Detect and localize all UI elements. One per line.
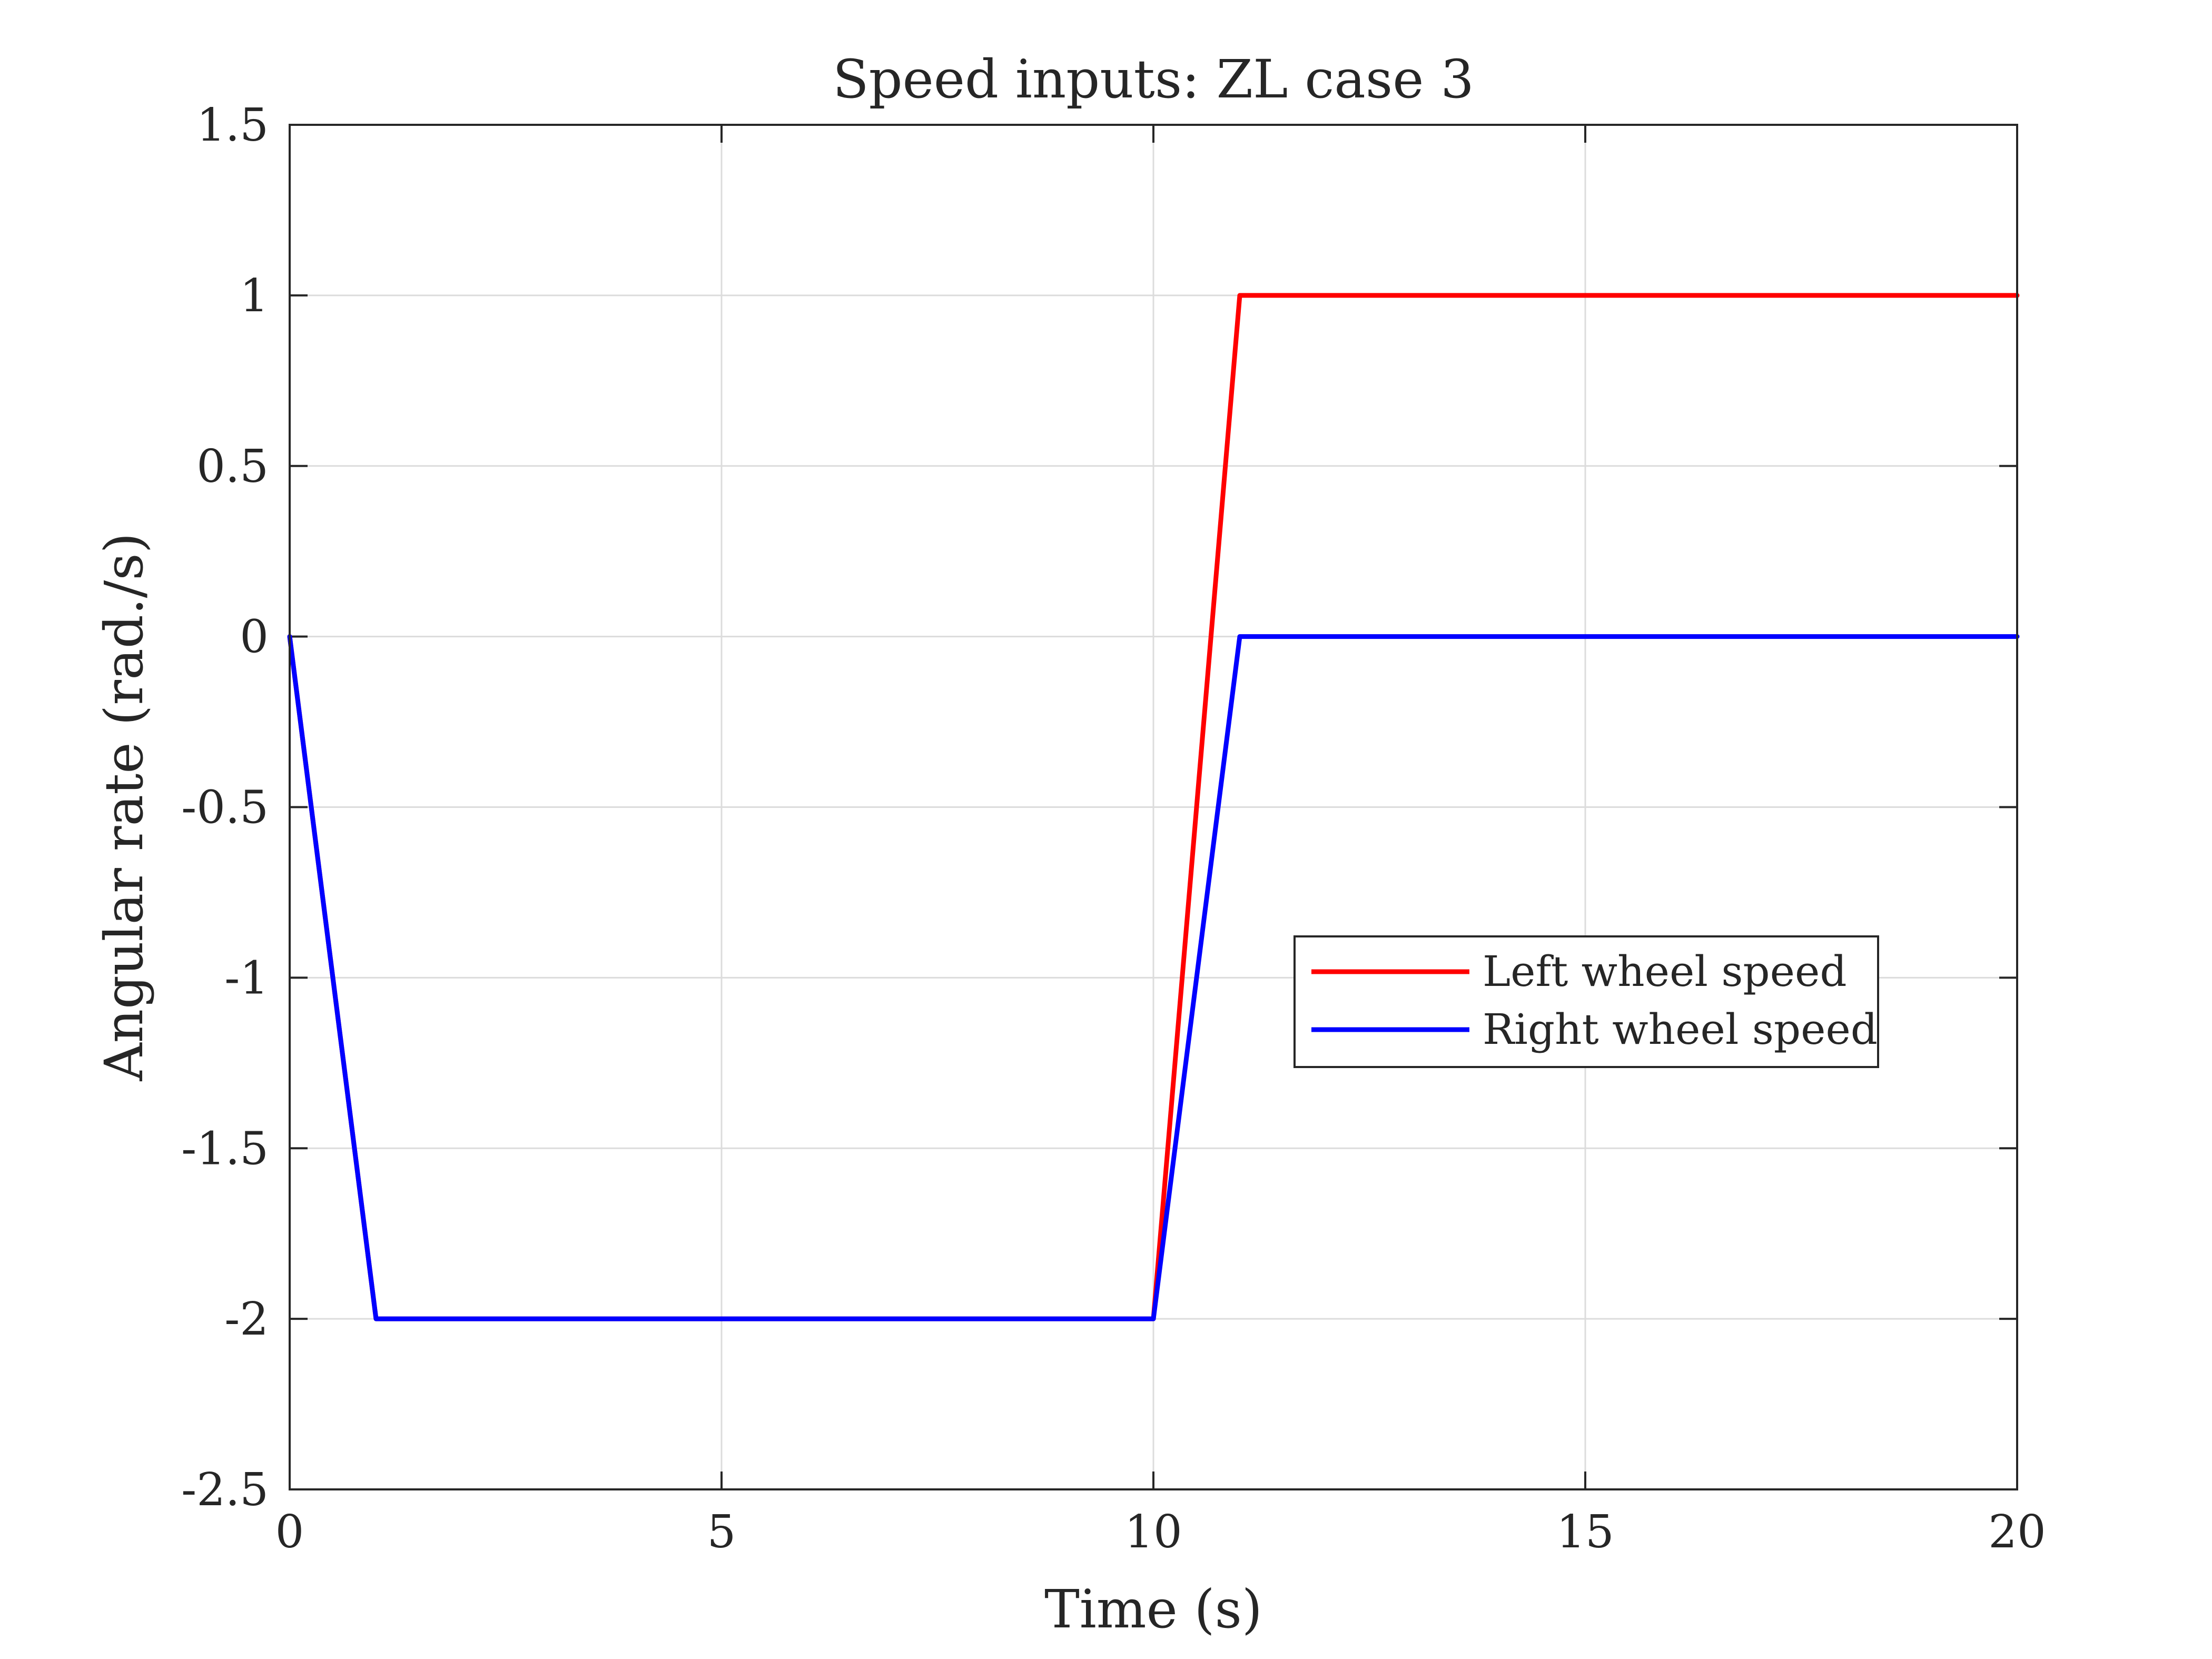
x-tick-label: 10 [1124, 1506, 1182, 1558]
y-tick-label: 1.5 [196, 99, 269, 152]
y-tick-label: -1 [224, 952, 269, 1004]
y-tick-label: -2.5 [181, 1464, 269, 1516]
tick-labels: 0 5 10 15 20 1.5 1 0.5 0 -0.5 -1 -1.5 -2 -2.5 [181, 99, 2046, 1558]
legend-box [1293, 935, 1879, 1068]
y-axis-label: Angular rate (rad./s) [93, 532, 155, 1081]
y-tick-label: -2 [224, 1293, 269, 1346]
plot-frame [289, 124, 2018, 1490]
x-tick-label: 5 [707, 1506, 736, 1558]
x-axis-label: Time (s) [1044, 1578, 1262, 1640]
x-tick-label: 20 [1988, 1506, 2046, 1558]
series-lines [287, 293, 2020, 1321]
chart-title: Speed inputs: ZL case 3 [833, 48, 1474, 110]
y-tick-label: 1 [240, 270, 269, 322]
legend-label-right-wheel: Right wheel speed [1483, 1005, 1878, 1054]
series-line-right-wheel [287, 634, 2020, 1321]
legend-label-left-wheel: Left wheel speed [1483, 947, 1847, 996]
y-tick-label: 0.5 [196, 440, 269, 493]
x-tick-label: 15 [1556, 1506, 1614, 1558]
y-tick-label: 0 [240, 611, 269, 664]
legend: Left wheel speed Right wheel speed [1293, 935, 1879, 1068]
x-tick-label: 0 [275, 1506, 304, 1558]
y-tick-label: -1.5 [181, 1122, 269, 1175]
y-tick-label: -0.5 [181, 782, 269, 834]
